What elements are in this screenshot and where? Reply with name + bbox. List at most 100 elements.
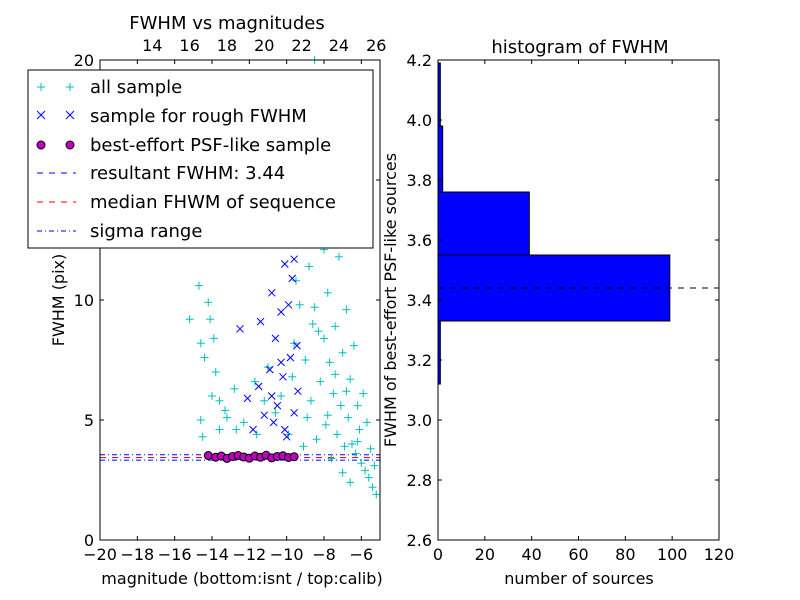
all-sample-point (305, 262, 314, 271)
all-sample-point (362, 418, 371, 427)
x-tick-label: −18 (120, 545, 154, 564)
legend-entry-all-sample: all sample (37, 77, 182, 98)
x-tick-label: 100 (657, 545, 688, 564)
x-stroke-b (236, 324, 244, 333)
y-tick-label: 3.2 (407, 351, 432, 370)
all-sample-point (327, 454, 336, 463)
all-sample-point (348, 440, 356, 448)
legend-entry-rough-fwhm: sample for rough FWHM (36, 106, 307, 127)
all-sample-point (353, 401, 362, 410)
all-sample-point (221, 406, 230, 415)
all-sample-point (346, 375, 355, 384)
x-tick-label: 0 (433, 545, 443, 564)
all-sample-point (338, 348, 347, 357)
all-sample-point (308, 320, 317, 328)
scatter-y-axis-label: FWHM (pix) (49, 254, 68, 347)
all-sample-point (215, 425, 224, 434)
rough-fwhm-point (293, 341, 301, 350)
top-x-tick-label: 16 (179, 36, 199, 55)
histogram-frame (437, 59, 720, 541)
rough-fwhm-point (266, 365, 274, 374)
histogram-chart: 0 20 40 60 80 100 120 2.6 2.8 3.0 3.2 3.4 3.6 3.8 4.0 4… (381, 37, 734, 588)
x-tick-label: −14 (195, 545, 229, 564)
scatter-x-axis-label: magnitude (bottom:isnt / top:calib) (101, 569, 382, 588)
all-sample-point (260, 396, 269, 405)
histogram-bar (437, 125, 444, 193)
rough-fwhm-point (267, 392, 276, 400)
x-stroke-b (266, 365, 274, 374)
all-sample-point (222, 413, 231, 422)
all-sample-point (361, 466, 370, 475)
all-sample-point (239, 418, 248, 427)
scatter-title: FWHM vs magnitudes (129, 13, 324, 34)
rough-fwhm-point (256, 317, 265, 326)
x-stroke-b (279, 372, 287, 381)
legend-entry-resultant-fwhm: resultant FWHM: 3.44 (37, 163, 285, 184)
scatter-frame (99, 59, 381, 541)
top-x-tick-label: 20 (254, 36, 274, 55)
all-sample-point (306, 396, 315, 405)
legend-entry-psf-like: best-effort PSF-like sample (36, 135, 331, 156)
top-x-tick-label: 26 (366, 36, 386, 55)
x-stroke-b (286, 353, 295, 362)
x-stroke-b (290, 408, 298, 417)
legend-label-all-sample: all sample (90, 77, 182, 98)
all-sample-point (303, 413, 312, 422)
all-sample-point (277, 392, 286, 400)
all-sample-point (204, 298, 213, 307)
all-sample-point (355, 425, 364, 434)
rough-fwhm-point (277, 358, 285, 367)
all-sample-point (336, 401, 345, 410)
all-sample-point (331, 322, 340, 331)
y-tick-label: 2.6 (407, 531, 432, 550)
rough-fwhm-point (254, 382, 263, 391)
x-stroke-b (293, 341, 301, 350)
y-tick-label: 3.8 (407, 171, 432, 190)
x-stroke-b (271, 334, 280, 343)
all-sample-point (295, 300, 304, 309)
all-sample-point (316, 377, 325, 386)
rough-fwhm-point (290, 255, 298, 264)
all-sample-point (194, 281, 203, 290)
rough-fwhm-point (267, 288, 276, 297)
rough-fwhm-point (271, 334, 280, 343)
all-sample-point (252, 430, 261, 439)
all-sample-point (325, 358, 334, 367)
scatter-chart: −20 −18 −16 −14 −12 −10 −8 −6 14 16 18 20 22 24 26 0 5 10… (27, 13, 386, 588)
y-tick-label: 10 (74, 291, 94, 310)
legend-entry-median: median FHWM of sequence (37, 192, 336, 213)
all-sample-point (338, 468, 347, 477)
all-sample-point (299, 442, 308, 451)
y-tick-label: 0 (84, 531, 94, 550)
rough-fwhm-point (273, 401, 282, 410)
legend-box (27, 69, 374, 249)
all-sample-point (209, 334, 218, 343)
rough-fwhm-point (282, 432, 291, 441)
histogram-y-axis-label: FWHM of best-effort PSF-like sources (381, 153, 400, 447)
all-sample-point (366, 444, 375, 453)
y-tick-label: 20 (74, 51, 94, 70)
x-stroke-b (280, 260, 289, 268)
all-sample-point (331, 370, 340, 379)
rough-fwhm-point (279, 372, 287, 381)
all-sample-point (292, 276, 300, 285)
all-sample-point (349, 341, 358, 350)
legend-label-resultant-fwhm: resultant FWHM: 3.44 (90, 163, 285, 184)
all-sample-point (230, 384, 239, 393)
x-stroke-b (284, 300, 293, 309)
all-sample-point (353, 437, 362, 446)
all-sample-point (340, 442, 349, 451)
all-sample-point (334, 252, 343, 261)
rough-fwhm-point (243, 394, 252, 403)
legend-marker-x (36, 110, 75, 120)
histogram-ticks: 0 20 40 60 80 100 120 2.6 2.8 3.0 3.2 3.4 3.6 3.8 4.0 4… (407, 51, 735, 564)
x-stroke-b (249, 425, 257, 434)
all-sample-point (312, 435, 321, 444)
all-sample-point (333, 430, 342, 439)
x-tick-label: 80 (615, 545, 635, 564)
x-stroke-b (267, 392, 276, 400)
all-sample-point (357, 459, 366, 468)
all-sample-point (310, 303, 319, 312)
all-sample-point (364, 473, 373, 482)
